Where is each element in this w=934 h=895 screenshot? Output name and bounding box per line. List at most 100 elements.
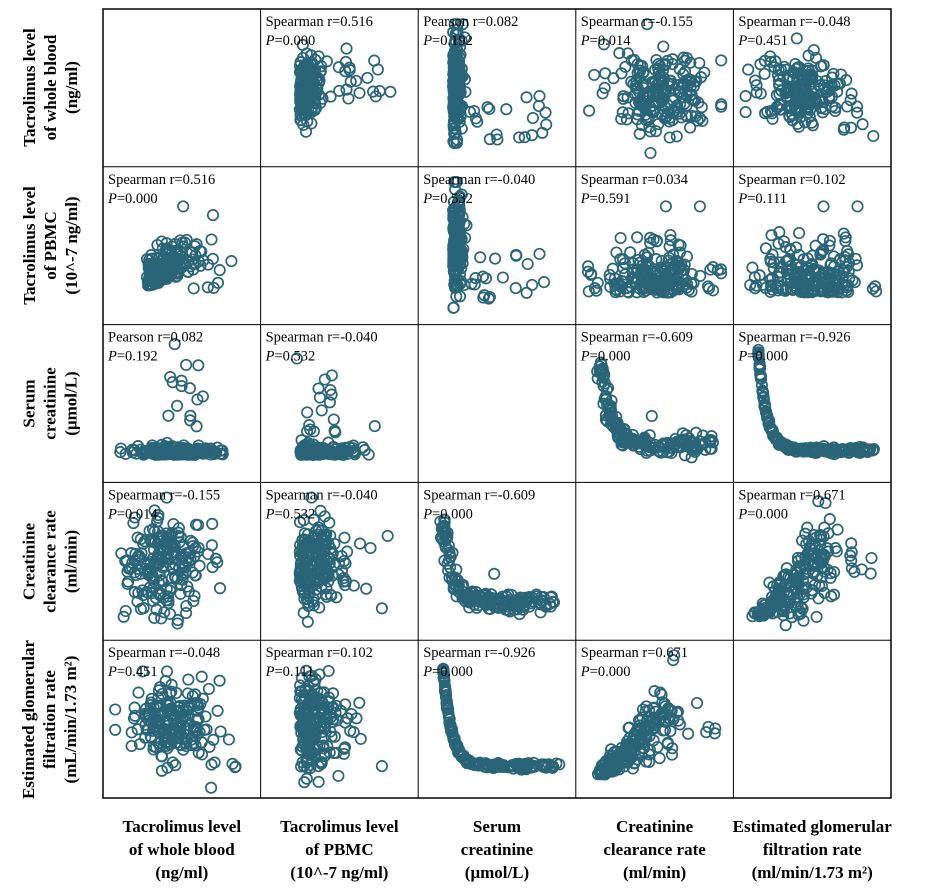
scatter-cell-r4-c2: Spearman r=-0.926 P=0.000 <box>422 645 566 776</box>
data-point <box>851 200 864 213</box>
data-point <box>319 560 332 573</box>
data-point <box>448 281 462 294</box>
data-point <box>636 77 650 90</box>
scatter-cell-r0-c4: Spearman r=-0.048 P=0.451 <box>737 14 880 143</box>
data-point <box>146 447 159 460</box>
data-point <box>346 441 359 455</box>
data-point <box>823 234 836 247</box>
data-point <box>819 75 832 88</box>
data-point <box>827 67 840 80</box>
data-point <box>361 71 374 84</box>
data-point <box>294 114 307 127</box>
data-point <box>861 445 874 458</box>
data-point <box>187 282 200 295</box>
data-point <box>522 593 535 606</box>
data-point <box>326 448 339 461</box>
data-point <box>613 47 626 60</box>
data-point <box>707 284 720 297</box>
data-point <box>146 274 159 287</box>
data-point <box>595 764 608 777</box>
data-point <box>766 271 779 285</box>
data-point <box>537 276 551 289</box>
data-point <box>803 542 817 555</box>
data-point <box>180 606 193 620</box>
data-point <box>327 413 340 426</box>
scatter-cell-r0-c2: Pearson r=0.082 P=0.192 <box>422 14 553 150</box>
data-point <box>153 681 167 694</box>
data-point <box>205 781 218 794</box>
data-point <box>690 696 704 710</box>
data-point <box>119 604 132 618</box>
correlation-label: Spearman r=0.102 <box>266 645 373 661</box>
scatter-cell-r1-c0: Spearman r=0.516 P=0.000 <box>107 172 238 295</box>
data-point <box>454 748 467 761</box>
data-point <box>157 591 170 604</box>
data-point <box>180 547 193 560</box>
data-point <box>661 446 674 459</box>
data-point <box>222 733 235 746</box>
data-point <box>213 582 227 595</box>
data-point <box>163 584 177 597</box>
data-point <box>779 580 792 593</box>
data-point <box>177 200 190 213</box>
data-point <box>582 260 595 273</box>
data-point <box>671 705 684 718</box>
data-point <box>520 91 533 104</box>
data-point <box>758 67 771 80</box>
data-point <box>229 761 242 774</box>
data-point <box>637 90 650 103</box>
data-point <box>657 40 670 53</box>
data-point <box>473 589 486 602</box>
data-point <box>488 567 501 580</box>
data-point <box>305 491 318 504</box>
data-point <box>696 429 709 442</box>
y-axis-label-line: filtration rate <box>40 669 60 769</box>
data-point <box>752 346 765 359</box>
y-axis-label-line: (ng/ml) <box>61 61 81 115</box>
data-point <box>773 226 786 239</box>
data-point <box>662 80 675 93</box>
data-point <box>620 427 633 440</box>
data-point <box>677 280 690 293</box>
data-point <box>693 200 706 213</box>
data-point <box>199 710 212 723</box>
data-point <box>757 599 770 612</box>
data-point <box>788 98 801 111</box>
data-point <box>792 578 805 591</box>
data-point <box>308 104 321 117</box>
data-point <box>539 106 552 119</box>
data-point <box>600 383 613 396</box>
y-axis-label-line: of whole blood <box>40 35 60 141</box>
data-point <box>715 100 728 113</box>
y-axis-label-line: Tacrolimus level <box>19 186 39 305</box>
data-point <box>323 396 336 409</box>
data-point <box>148 557 161 570</box>
data-point <box>172 526 185 539</box>
data-point <box>449 203 462 217</box>
x-axis-label-line: clearance rate <box>603 840 706 859</box>
data-point <box>314 504 327 517</box>
data-point <box>312 76 325 89</box>
data-point <box>293 88 307 101</box>
data-point <box>764 50 777 63</box>
data-point <box>808 284 821 297</box>
data-point <box>759 607 772 620</box>
data-point <box>168 266 181 280</box>
data-point <box>109 723 122 736</box>
data-point <box>353 696 366 709</box>
data-point <box>455 34 468 47</box>
data-point <box>817 200 830 213</box>
data-point <box>196 390 209 403</box>
data-point <box>312 775 325 788</box>
data-point <box>664 228 677 242</box>
data-point <box>675 435 688 448</box>
x-axis-label-line: Estimated glomerular <box>732 817 892 836</box>
data-point <box>705 430 718 443</box>
data-point <box>754 58 767 71</box>
data-point <box>344 75 357 88</box>
data-point <box>332 769 345 782</box>
p-value-label: P=0.000 <box>422 664 473 680</box>
data-point <box>313 391 326 404</box>
data-point <box>643 755 656 769</box>
data-point <box>763 420 776 433</box>
